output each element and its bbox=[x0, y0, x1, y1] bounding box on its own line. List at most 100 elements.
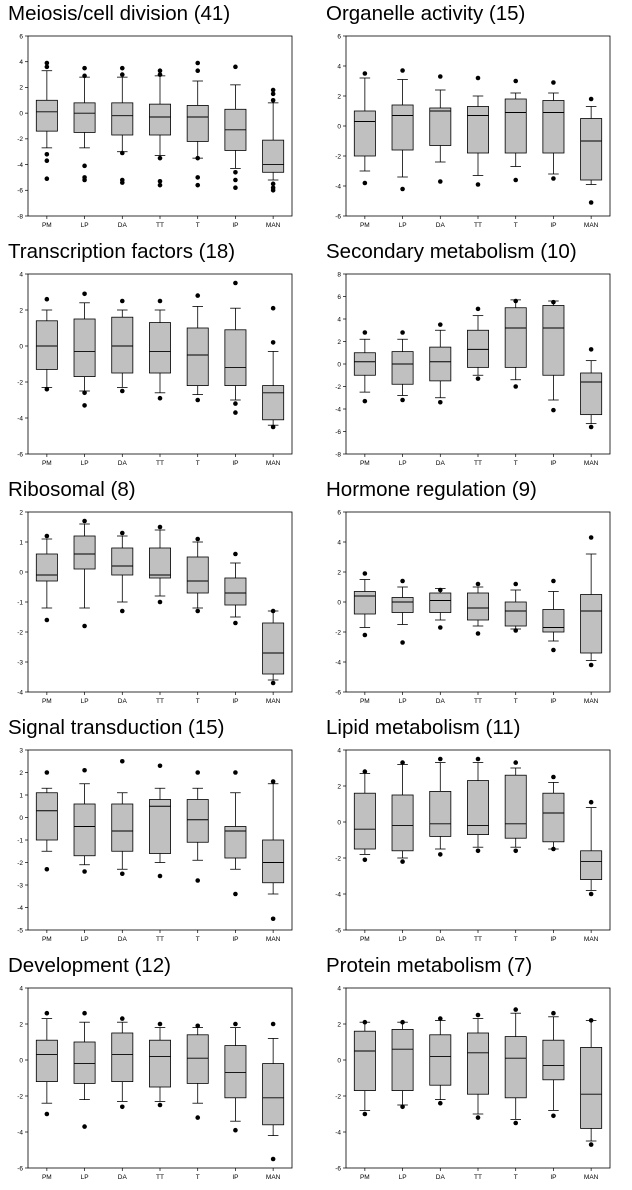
box-lp bbox=[73, 767, 96, 874]
y-tick-label: 0 bbox=[19, 569, 23, 576]
outlier-point bbox=[588, 200, 594, 205]
iqr-box bbox=[73, 318, 96, 377]
outlier-point bbox=[513, 298, 519, 304]
y-tick-label: -4 bbox=[335, 406, 341, 413]
iqr-box bbox=[35, 553, 58, 582]
x-tick-label: TT bbox=[156, 936, 164, 943]
iqr-box bbox=[542, 1039, 565, 1081]
outlier-point bbox=[157, 873, 163, 879]
y-tick-label: -1 bbox=[17, 599, 23, 606]
box-pm bbox=[35, 533, 58, 623]
iqr-box bbox=[467, 1032, 489, 1095]
outlier-point bbox=[475, 376, 481, 381]
chart-title: Development (12) bbox=[8, 954, 171, 977]
y-tick-label: -6 bbox=[335, 927, 341, 934]
iqr-box bbox=[149, 103, 171, 136]
box-lp bbox=[391, 1019, 414, 1110]
box-man bbox=[262, 1021, 285, 1162]
box-pm bbox=[35, 770, 58, 872]
box-ip bbox=[542, 80, 565, 181]
x-tick-label: TT bbox=[156, 222, 164, 229]
chart-panel: Protein metabolism (7) -6 -4 -2 0 2 4 PM LP DA TT T… bbox=[318, 952, 628, 1185]
outlier-point bbox=[157, 599, 163, 605]
box-man bbox=[580, 96, 603, 205]
outlier-point bbox=[513, 384, 519, 389]
chart-title: Lipid metabolism (11) bbox=[326, 716, 521, 739]
y-tick-label: 0 bbox=[19, 815, 23, 822]
outlier-point bbox=[513, 78, 519, 84]
outlier-point bbox=[233, 891, 238, 897]
outlier-point bbox=[270, 1156, 276, 1162]
box-lp bbox=[391, 330, 414, 403]
x-tick-label: TT bbox=[474, 698, 482, 705]
outlier-point bbox=[551, 1113, 556, 1119]
outlier-point bbox=[588, 96, 594, 102]
outlier-point bbox=[82, 1124, 87, 1129]
y-tick-label: -4 bbox=[17, 162, 23, 169]
outlier-point bbox=[119, 758, 125, 764]
x-tick-label: IP bbox=[550, 222, 556, 229]
y-tick-label: 2 bbox=[337, 93, 341, 100]
y-tick-label: 1 bbox=[19, 539, 23, 546]
outlier-point bbox=[195, 878, 201, 883]
x-tick-label: T bbox=[196, 1174, 200, 1181]
x-tick-label: PM bbox=[42, 698, 52, 705]
chart-panel: Lipid metabolism (11) -6 -4 -2 0 2 4 PM LP DA TT T I… bbox=[318, 714, 628, 947]
box-da bbox=[111, 1016, 134, 1110]
y-tick-label: -8 bbox=[335, 451, 341, 458]
chart-title: Secondary metabolism (10) bbox=[326, 240, 577, 263]
x-tick-label: LP bbox=[81, 698, 89, 705]
x-tick-label: IP bbox=[550, 460, 556, 467]
y-tick-label: 2 bbox=[19, 1021, 23, 1028]
box-tt bbox=[467, 75, 489, 187]
box-da bbox=[111, 65, 134, 185]
box-t bbox=[504, 78, 527, 183]
iqr-box bbox=[111, 102, 134, 136]
outlier-point bbox=[233, 620, 238, 626]
outlier-point bbox=[475, 581, 481, 587]
iqr-box bbox=[467, 329, 489, 368]
outlier-point bbox=[270, 91, 276, 97]
outlier-point bbox=[82, 403, 87, 408]
x-tick-label: T bbox=[514, 1174, 518, 1181]
outlier-point bbox=[362, 1111, 368, 1117]
y-tick-label: 2 bbox=[337, 569, 341, 576]
outlier-point bbox=[513, 760, 519, 765]
iqr-box bbox=[391, 794, 414, 852]
outlier-point bbox=[195, 293, 201, 298]
outlier-point bbox=[119, 388, 125, 394]
outlier-point bbox=[437, 399, 443, 405]
iqr-box bbox=[149, 799, 171, 854]
x-tick-label: T bbox=[196, 222, 200, 229]
outlier-point bbox=[551, 1010, 556, 1016]
iqr-box bbox=[224, 826, 247, 859]
x-tick-label: LP bbox=[399, 222, 407, 229]
iqr-box bbox=[186, 556, 209, 594]
box-t bbox=[186, 1023, 209, 1120]
outlier-point bbox=[588, 347, 594, 352]
outlier-point bbox=[157, 1102, 163, 1108]
box-tt bbox=[149, 68, 171, 188]
y-tick-label: 0 bbox=[19, 110, 23, 117]
x-tick-label: MAN bbox=[266, 222, 281, 229]
x-tick-label: MAN bbox=[266, 460, 281, 467]
y-tick-label: 2 bbox=[337, 339, 341, 346]
outlier-point bbox=[44, 60, 50, 66]
iqr-box bbox=[542, 100, 565, 154]
outlier-point bbox=[437, 852, 443, 857]
outlier-point bbox=[270, 340, 276, 345]
y-tick-label: -4 bbox=[335, 183, 341, 190]
box-da bbox=[111, 298, 134, 394]
x-tick-label: PM bbox=[360, 460, 370, 467]
outlier-point bbox=[119, 530, 125, 536]
outlier-point bbox=[119, 150, 125, 156]
outlier-point bbox=[157, 68, 163, 74]
box-man bbox=[580, 799, 603, 897]
iqr-box bbox=[224, 1045, 247, 1099]
outlier-point bbox=[437, 1016, 443, 1021]
iqr-box bbox=[580, 594, 603, 654]
box-t bbox=[186, 770, 209, 883]
